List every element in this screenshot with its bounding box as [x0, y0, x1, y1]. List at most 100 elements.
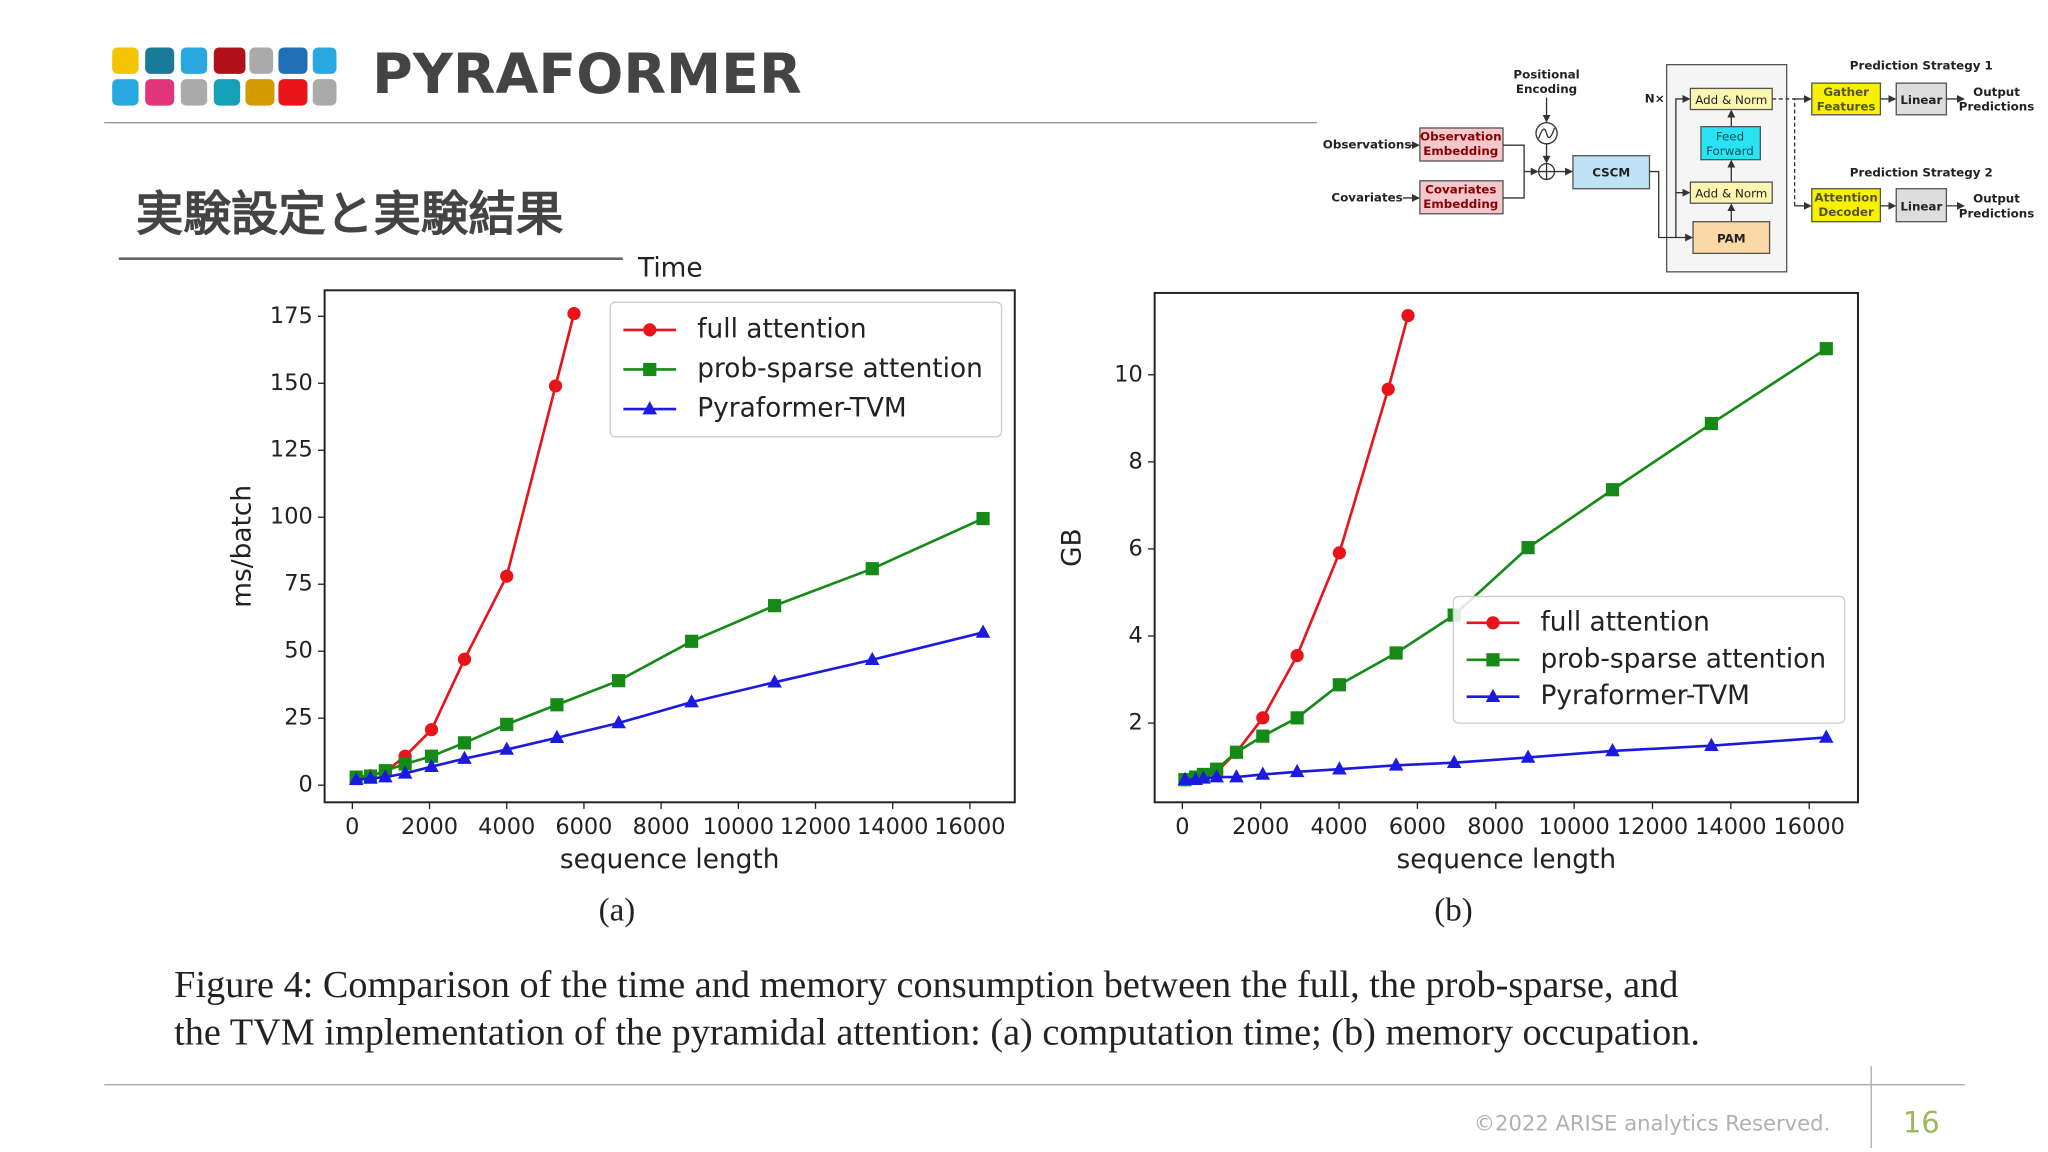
pam-box: [1692, 221, 1771, 255]
diagram-label: Predictions: [1959, 99, 2035, 113]
marker: [1605, 483, 1620, 497]
marker: [424, 723, 439, 737]
diagram-label: Observations: [1323, 138, 1412, 152]
x-axis-label: sequence length: [1397, 845, 1617, 875]
x-tick-label: 4000: [1311, 814, 1368, 840]
marker: [1255, 766, 1271, 780]
marker: [424, 749, 439, 763]
x-tick-label: 8000: [1467, 814, 1524, 840]
arrow: [1503, 144, 1539, 176]
marker: [768, 599, 782, 613]
diagram-label: Predictions: [1959, 206, 2035, 220]
x-tick-label: 4000: [478, 814, 535, 840]
y-axis-label: GB: [1057, 528, 1087, 567]
plus: [1538, 163, 1555, 180]
marker: [1704, 737, 1719, 751]
marker: [1446, 754, 1462, 768]
y-tick-label: 150: [270, 370, 313, 396]
marker: [1177, 771, 1193, 785]
marker: [1389, 646, 1403, 660]
diagram-label: Forward: [1706, 144, 1754, 158]
marker: [457, 736, 472, 750]
architecture-diagram: Positional Encoding Observations Observa…: [1323, 58, 2035, 273]
marker: [550, 698, 564, 712]
gather-features-box: [1811, 82, 1882, 116]
marker: [1209, 769, 1224, 783]
marker: [685, 634, 699, 648]
marker: [767, 674, 782, 688]
diagram-label: PAM: [1717, 231, 1746, 245]
marker: [457, 652, 472, 666]
marker: [1256, 729, 1270, 743]
y-tick-label: 175: [270, 303, 313, 329]
marker: [398, 757, 412, 771]
diagram-label: Add & Norm: [1695, 186, 1767, 200]
diagram-label: Output: [1973, 85, 2020, 99]
x-tick-label: 12000: [780, 814, 851, 840]
y-tick-label: 50: [284, 638, 313, 664]
y-tick-label: 25: [284, 705, 313, 731]
diagram-label: Gather: [1823, 85, 1869, 99]
y-tick-label: 10: [1114, 361, 1143, 387]
marker: [1332, 678, 1346, 692]
marker: [1486, 653, 1500, 667]
marker: [1229, 745, 1244, 759]
marker: [1819, 342, 1833, 356]
x-tick-label: 6000: [555, 814, 612, 840]
y-tick-label: 125: [270, 437, 313, 463]
marker: [1388, 757, 1404, 771]
marker: [864, 651, 880, 666]
diagram-label: Observation: [1420, 130, 1502, 144]
marker: [1485, 688, 1501, 703]
y-tick-label: 8: [1128, 448, 1142, 474]
x-tick-label: 8000: [633, 814, 690, 840]
legend: [1452, 595, 1846, 724]
diagram-label: Feed: [1716, 130, 1744, 144]
marker: [549, 729, 565, 744]
diagram-label: Add & Norm: [1695, 93, 1767, 107]
marker: [1289, 763, 1305, 778]
marker: [865, 562, 879, 576]
x-tick-label: 10000: [703, 814, 774, 840]
diagram-label: Embedding: [1423, 197, 1498, 211]
marker: [1401, 308, 1415, 323]
sine-wave: [1538, 127, 1556, 139]
marker: [1520, 749, 1536, 763]
diagram-label: Features: [1817, 99, 1876, 113]
marker: [1704, 416, 1719, 431]
marker: [612, 674, 626, 688]
diagram-label: N×: [1645, 91, 1665, 105]
linear-box: [1895, 82, 1948, 116]
x-tick-label: 2000: [1232, 814, 1289, 840]
marker: [1605, 743, 1620, 757]
marker: [611, 715, 626, 729]
add-norm-box: [1689, 181, 1773, 204]
x-tick-label: 16000: [934, 814, 1005, 840]
x-tick-label: 0: [345, 814, 359, 840]
legend-label: full attention: [697, 314, 866, 344]
marker: [500, 717, 514, 731]
x-tick-label: 2000: [401, 814, 458, 840]
y-tick-label: 4: [1128, 623, 1142, 649]
marker: [1290, 648, 1304, 663]
x-tick-label: 14000: [857, 814, 928, 840]
feed-forward-box: [1700, 126, 1761, 161]
legend-label: Pyraformer-TVM: [1540, 681, 1749, 711]
x-axis-label: sequence length: [560, 845, 780, 875]
marker: [642, 401, 658, 415]
legend-label: prob-sparse attention: [1540, 644, 1826, 674]
x-tick-label: 0: [1175, 814, 1189, 840]
diagram-label: Output: [1973, 192, 2020, 206]
marker: [1819, 729, 1834, 743]
logo: [112, 47, 337, 106]
x-tick-label: 10000: [1538, 814, 1609, 840]
marker: [1332, 761, 1347, 775]
slide-subtitle: 実験設定と実験結果: [136, 188, 564, 243]
x-tick-label: 12000: [1617, 814, 1688, 840]
marker: [499, 741, 514, 755]
cscm-box: [1572, 155, 1651, 190]
y-tick-label: 2: [1128, 710, 1142, 736]
plot-frame: [1153, 291, 1859, 804]
marker: [976, 511, 990, 526]
